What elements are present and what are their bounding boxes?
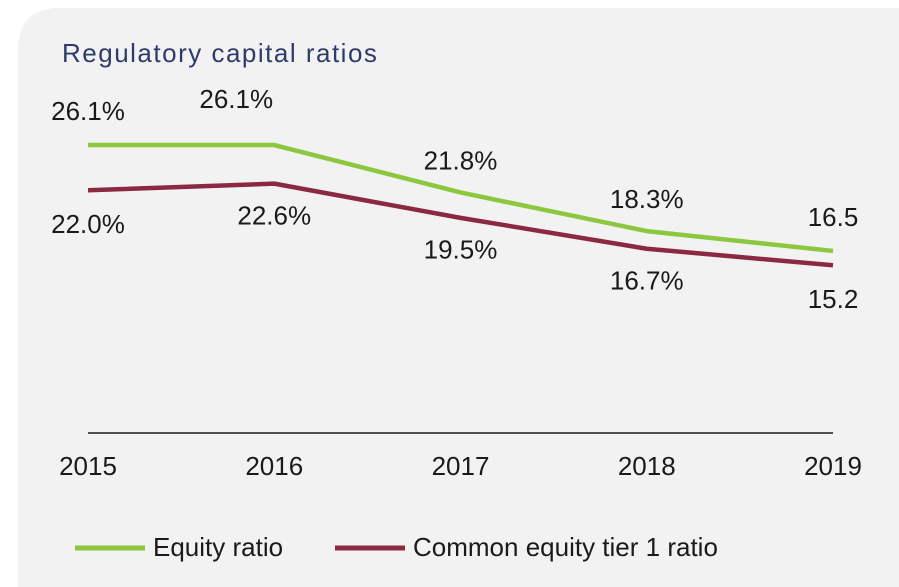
data-label: 16.5 (808, 202, 859, 232)
chart-title: Regulatory capital ratios (62, 38, 378, 68)
x-tick-label: 2016 (245, 451, 303, 481)
x-tick-label: 2015 (59, 451, 117, 481)
x-tick-label: 2017 (432, 451, 490, 481)
data-label: 15.2 (808, 284, 859, 314)
data-label: 22.6% (237, 201, 311, 231)
line-series (87, 181, 834, 268)
data-label: 19.5% (424, 235, 498, 265)
legend-label: Common equity tier 1 ratio (413, 532, 718, 562)
legend-label: Equity ratio (153, 532, 283, 562)
data-label: 18.3% (610, 184, 684, 214)
data-label: 26.1% (51, 96, 125, 126)
x-tick-label: 2019 (804, 451, 862, 481)
x-tick-label: 2018 (618, 451, 676, 481)
data-label: 21.8% (424, 145, 498, 175)
panel-background (18, 8, 899, 587)
data-label: 16.7% (610, 266, 684, 296)
data-label: 22.0% (51, 209, 125, 239)
data-label: 26.1% (199, 84, 273, 114)
line-series (88, 142, 834, 254)
